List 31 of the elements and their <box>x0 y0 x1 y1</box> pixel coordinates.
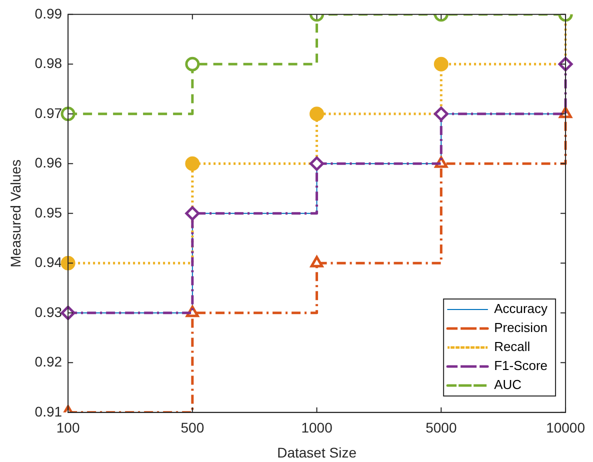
y-tick-label: 0.99 <box>34 5 62 22</box>
legend-label: AUC <box>494 377 522 392</box>
y-tick-label: 0.91 <box>34 403 62 420</box>
legend-label: Precision <box>494 320 548 336</box>
point <box>185 206 200 221</box>
point <box>60 106 76 122</box>
x-tick-label: 5000 <box>426 420 457 436</box>
x-tick-label: 10000 <box>546 420 586 436</box>
x-tick-label: 1000 <box>301 420 333 436</box>
y-tick-label: 0.93 <box>34 304 62 320</box>
x-tick-label: 500 <box>180 420 204 436</box>
x-tick-label: 100 <box>56 420 80 436</box>
point <box>434 106 448 122</box>
point <box>60 256 76 270</box>
y-axis-title: Measured Values <box>7 159 24 268</box>
legend-label: Accuracy <box>494 301 548 316</box>
point <box>434 56 448 72</box>
y-tick-label: 0.97 <box>34 104 62 121</box>
y-tick-label: 0.98 <box>34 55 62 72</box>
legend-label: Recall <box>494 339 530 354</box>
point <box>310 106 324 122</box>
y-tick-label: 0.95 <box>34 204 62 220</box>
legend-label: F1-Score <box>494 358 548 374</box>
y-tick-label: 0.92 <box>34 354 62 370</box>
point <box>310 156 324 171</box>
point <box>185 56 200 72</box>
point <box>310 256 324 268</box>
y-tick-label: 0.94 <box>34 254 62 270</box>
y-tick-label: 0.96 <box>34 154 62 171</box>
point <box>185 156 200 171</box>
x-axis-title: Dataset Size <box>277 444 357 460</box>
